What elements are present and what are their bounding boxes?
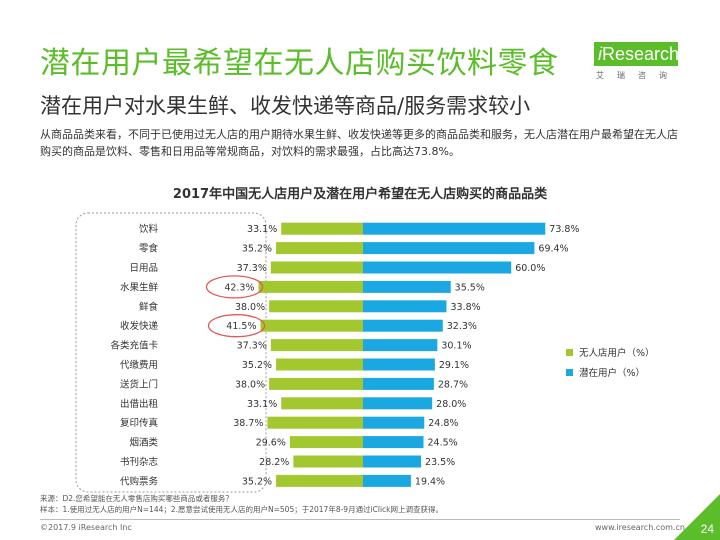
bar-series-2	[363, 300, 447, 313]
category-label: 日用品	[129, 263, 158, 274]
data-label-series-1: 28.2%	[259, 457, 289, 468]
bar-series-1	[276, 358, 363, 371]
category-label: 复印传真	[120, 417, 158, 429]
data-label-series-2: 29.1%	[439, 360, 469, 371]
category-label: 出借出租	[120, 398, 159, 410]
data-label-series-2: 35.5%	[455, 282, 485, 293]
category-frame	[75, 212, 267, 493]
data-label-series-2: 28.7%	[438, 379, 468, 390]
bar-series-2	[363, 222, 546, 235]
legend-label-series-1: 无人店用户（%）	[579, 348, 655, 359]
footer-website: www.iresearch.com.cn	[595, 523, 685, 532]
legend-item-series-1: 无人店用户（%）	[566, 342, 655, 362]
data-label-series-1: 41.5%	[226, 321, 256, 332]
bar-series-1	[281, 222, 363, 235]
bar-series-2	[363, 397, 433, 410]
footer-divider	[40, 519, 680, 520]
bar-series-1	[270, 339, 363, 352]
description-text: 从商品品类来看，不同于已使用过无人店的用户期待水果生鲜、收发快递等更多的商品品类…	[40, 128, 678, 158]
bar-series-1	[270, 261, 363, 274]
source-line-1: 来源：D2.您希望能在无人零售店购买哪些商品或者服务？	[40, 494, 233, 503]
data-label-series-2: 33.8%	[450, 302, 480, 313]
category-label: 代购票务	[120, 475, 159, 487]
logo-name: Research	[602, 44, 680, 64]
highlight-circle	[205, 275, 264, 299]
data-label-series-2: 60.0%	[515, 263, 545, 274]
data-label-series-1: 35.2%	[242, 244, 272, 255]
source-note: 来源：D2.您希望能在无人零售店购买哪些商品或者服务？ 样本：1.使用过无人店的…	[40, 493, 443, 515]
category-label: 鲜食	[139, 301, 159, 313]
bar-series-1	[281, 397, 363, 410]
data-label-series-1: 35.2%	[242, 360, 272, 371]
data-label-series-2: 23.5%	[425, 457, 455, 468]
bar-series-1	[269, 300, 363, 313]
bar-series-2	[363, 358, 435, 371]
data-label-series-1: 42.3%	[224, 282, 254, 293]
bar-series-1	[293, 455, 363, 468]
legend-item-series-2: 潜在用户（%）	[566, 362, 655, 382]
data-label-series-2: 32.3%	[447, 321, 477, 332]
legend-swatch-series-2	[566, 368, 573, 376]
bar-series-2	[363, 416, 425, 429]
bar-series-2	[363, 377, 434, 390]
chart-title: 2017年中国无人店用户及潜在用户希望在无人店购买的商品品类	[172, 187, 548, 202]
legend-label-series-2: 潜在用户（%）	[579, 368, 646, 379]
data-label-series-2: 73.8%	[549, 224, 579, 235]
logo-wordmark: iResearch	[594, 42, 680, 66]
category-label: 饮料	[139, 223, 159, 235]
bar-series-1	[258, 280, 363, 293]
category-label: 代缴费用	[120, 359, 158, 371]
data-label-series-1: 37.3%	[237, 263, 267, 274]
bar-series-1	[276, 242, 363, 255]
page-corner-triangle	[674, 494, 720, 540]
category-label: 烟酒类	[129, 437, 158, 449]
bar-series-2	[363, 242, 535, 255]
data-label-series-1: 35.2%	[242, 476, 272, 487]
data-label-series-1: 38.7%	[233, 418, 263, 429]
bar-series-1	[267, 416, 363, 429]
bar-series-2	[363, 474, 411, 487]
bar-series-2	[363, 280, 451, 293]
data-label-series-2: 69.4%	[538, 244, 568, 255]
data-label-series-2: 24.5%	[428, 438, 458, 449]
data-label-series-1: 38.0%	[235, 379, 265, 390]
data-label-series-1: 33.1%	[247, 399, 277, 410]
bar-series-2	[363, 436, 424, 449]
data-label-series-2: 24.8%	[428, 418, 458, 429]
data-label-series-1: 38.0%	[235, 302, 265, 313]
bar-series-1	[269, 377, 363, 390]
data-label-series-1: 33.1%	[247, 224, 277, 235]
bar-series-2	[363, 455, 422, 468]
bar-series-2	[363, 261, 512, 274]
bar-series-1	[289, 436, 363, 449]
footer-copyright: ©2017.9 iResearch Inc	[40, 523, 132, 532]
category-label: 收发快递	[120, 320, 159, 332]
data-label-series-2: 30.1%	[441, 341, 471, 352]
logo-prefix: i	[598, 44, 602, 64]
data-label-series-1: 37.3%	[237, 341, 267, 352]
page-number: 24	[700, 522, 714, 536]
source-line-2: 样本：1.使用过无人店的用户N=144；2.愿意尝试使用无人店的用户N=505；…	[40, 505, 444, 514]
bar-series-1	[276, 474, 363, 487]
page-title: 潜在用户最希望在无人店购买饮料零食	[40, 46, 559, 81]
data-label-series-2: 28.0%	[436, 399, 466, 410]
category-label: 送货上门	[120, 378, 158, 390]
page-subtitle: 潜在用户对水果生鲜、收发快递等商品/服务需求较小	[40, 94, 531, 118]
data-label-series-1: 29.6%	[256, 438, 286, 449]
category-label: 各类充值卡	[110, 340, 158, 352]
bar-series-2	[363, 319, 443, 332]
bar-series-2	[363, 339, 438, 352]
logo-subtitle: 艾瑞咨询	[596, 71, 680, 80]
highlight-circle	[207, 314, 266, 338]
category-label: 零食	[139, 243, 159, 255]
iresearch-logo: iResearch 艾瑞咨询	[594, 40, 704, 80]
data-label-series-2: 19.4%	[415, 476, 445, 487]
bar-series-1	[260, 319, 363, 332]
category-label: 书刊杂志	[120, 456, 158, 468]
legend-swatch-series-1	[566, 348, 573, 356]
chart-legend: 无人店用户（%） 潜在用户（%）	[566, 342, 655, 382]
category-label: 水果生鲜	[120, 281, 159, 293]
